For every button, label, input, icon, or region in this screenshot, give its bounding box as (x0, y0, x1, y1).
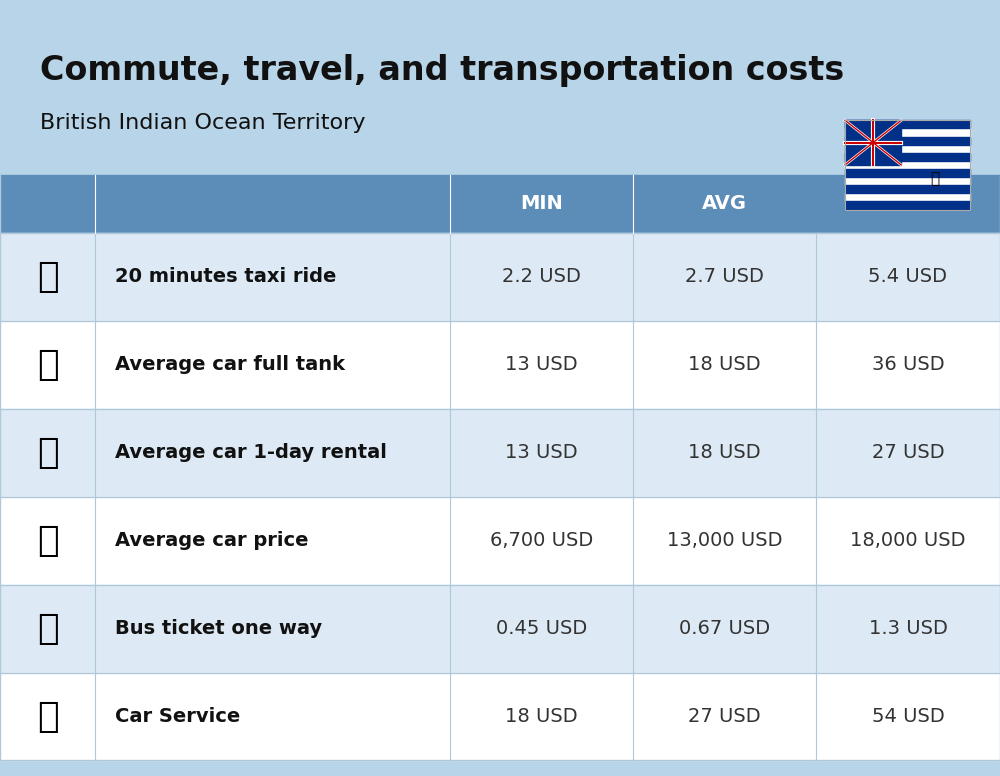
Text: 🚗: 🚗 (37, 524, 58, 558)
Text: 6,700 USD: 6,700 USD (490, 531, 593, 550)
Text: MIN: MIN (520, 194, 563, 213)
Bar (0, 320, 1000, 409)
Text: 🚙: 🚙 (37, 435, 58, 469)
Text: Average car price: Average car price (115, 531, 308, 550)
Text: 18 USD: 18 USD (505, 707, 578, 726)
Text: 18 USD: 18 USD (688, 443, 761, 462)
Text: Commute, travel, and transportation costs: Commute, travel, and transportation cost… (40, 54, 844, 88)
Bar (0, 175, 1000, 233)
Bar (845, 153, 970, 161)
Bar (845, 202, 970, 210)
Text: 2.7 USD: 2.7 USD (685, 267, 764, 286)
Text: Car Service: Car Service (115, 707, 240, 726)
Text: 18,000 USD: 18,000 USD (850, 531, 966, 550)
Bar (0, 409, 1000, 497)
Text: 🚘: 🚘 (37, 699, 58, 733)
Text: 5.4 USD: 5.4 USD (868, 267, 948, 286)
Text: 🌴: 🌴 (930, 171, 940, 185)
Text: 20 minutes taxi ride: 20 minutes taxi ride (115, 267, 336, 286)
Text: 36 USD: 36 USD (872, 355, 944, 374)
Text: AVG: AVG (702, 194, 747, 213)
Bar (0, 233, 1000, 320)
Text: ⛽: ⛽ (37, 348, 58, 382)
Text: 0.45 USD: 0.45 USD (496, 619, 587, 638)
Bar (0, 584, 1000, 673)
Text: 0.67 USD: 0.67 USD (679, 619, 770, 638)
Bar (845, 169, 970, 177)
Text: Average car full tank: Average car full tank (115, 355, 345, 374)
Text: British Indian Ocean Territory: British Indian Ocean Territory (40, 113, 366, 133)
Bar (845, 185, 970, 193)
Text: 18 USD: 18 USD (688, 355, 761, 374)
Bar (845, 120, 970, 128)
Text: Average car 1-day rental: Average car 1-day rental (115, 443, 387, 462)
Text: Bus ticket one way: Bus ticket one way (115, 619, 322, 638)
Text: 1.3 USD: 1.3 USD (869, 619, 947, 638)
Bar (0, 673, 1000, 760)
Bar (845, 137, 970, 144)
Text: 54 USD: 54 USD (872, 707, 944, 726)
Text: 27 USD: 27 USD (872, 443, 944, 462)
Bar (0, 497, 1000, 584)
Text: 13 USD: 13 USD (505, 443, 578, 462)
Bar (845, 120, 970, 210)
Text: 27 USD: 27 USD (688, 707, 761, 726)
Text: 2.2 USD: 2.2 USD (502, 267, 581, 286)
Text: MAX: MAX (883, 194, 933, 213)
Bar (845, 120, 901, 165)
Text: 13 USD: 13 USD (505, 355, 578, 374)
Text: 🚌: 🚌 (37, 611, 58, 646)
Text: 🚕: 🚕 (37, 260, 58, 294)
Text: 13,000 USD: 13,000 USD (667, 531, 782, 550)
Bar (845, 120, 970, 210)
